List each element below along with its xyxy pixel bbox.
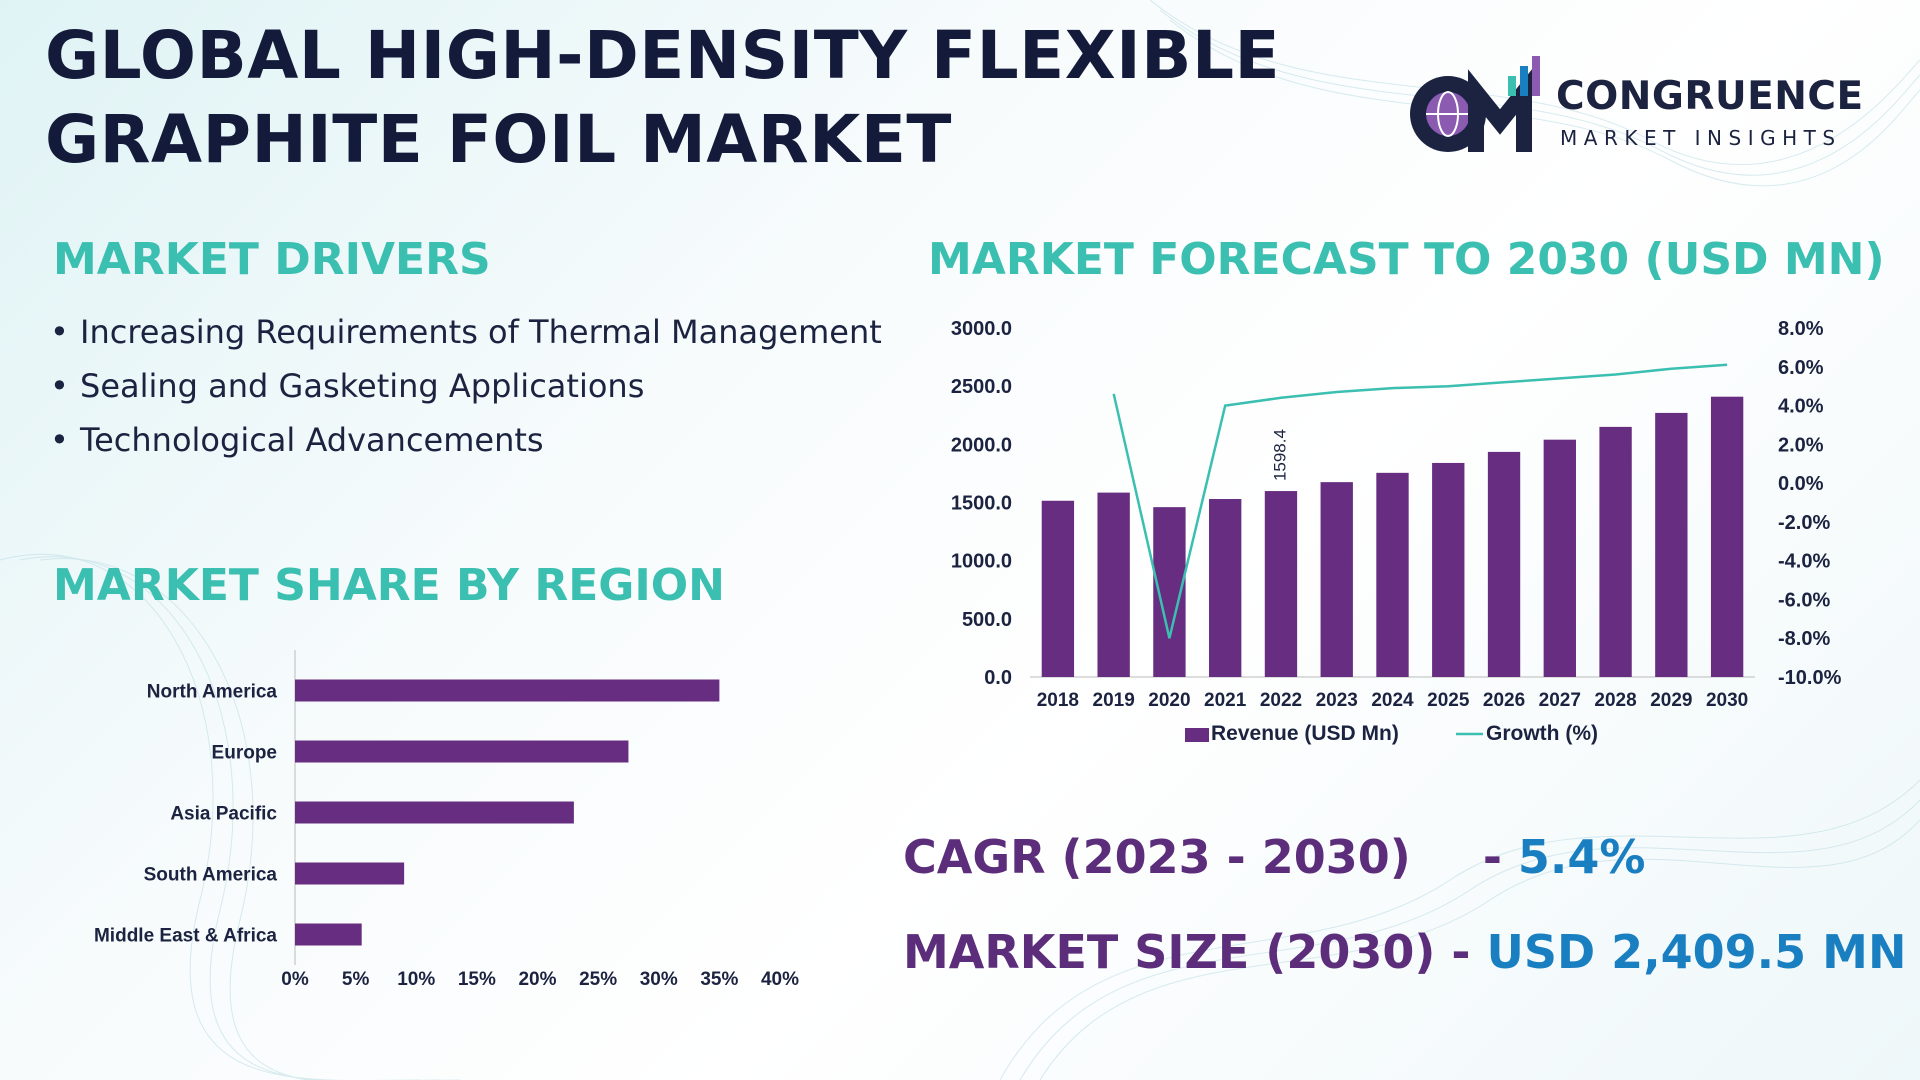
data-label: 1598.4 [1270,429,1289,481]
title-line-1: GLOBAL HIGH-DENSITY FLEXIBLE [45,17,1281,94]
x-tick-label: 25% [579,969,617,990]
legend-label-revenue: Revenue (USD Mn) [1211,722,1399,745]
x-tick-label: 2026 [1483,690,1525,711]
x-tick-label: 2023 [1316,690,1358,711]
bar [295,801,574,824]
x-tick-label: 2021 [1204,690,1247,711]
x-tick-label: 2027 [1539,690,1581,711]
bar [1655,412,1688,677]
cagr-label: CAGR (2023 - 2030) [903,830,1411,884]
category-label: North America [147,682,278,703]
y-tick-label: 3000.0 [951,318,1012,340]
x-tick-label: 2024 [1371,690,1414,711]
y-tick-label: 1500.0 [951,493,1012,515]
bar [1097,492,1130,677]
x-tick-label: 15% [458,969,496,990]
bar [1432,462,1465,677]
category-label: South America [144,865,278,886]
category-label: Europe [212,743,277,764]
region-share-chart: North America Europe Asia Pacific South Ame… [94,650,799,990]
bar [1487,451,1521,677]
market-size-sep: - [1451,925,1471,979]
x-tick-label: 2025 [1427,690,1470,711]
legend-label-growth: Growth (%) [1486,722,1598,745]
bar [1376,472,1409,677]
company-logo: CONGRUENCE MARKET INSIGHTS [1400,52,1870,162]
y-tick-label: 0.0 [984,667,1012,689]
x-tick-label: 40% [761,969,799,990]
cagr-stat: CAGR (2023 - 2030) - 5.4% [903,830,1646,884]
y2-tick-label: 6.0% [1778,357,1824,379]
drivers-list: • Increasing Requirements of Thermal Mana… [50,305,882,467]
bar [295,740,629,763]
bar [295,679,720,702]
y2-tick-label: -2.0% [1778,512,1830,534]
x-tick-label: 2028 [1594,690,1636,711]
y-tick-label: 2500.0 [951,376,1012,398]
logo-name: CONGRUENCE [1556,74,1864,119]
cagr-value: 5.4% [1517,830,1646,884]
list-item: • Increasing Requirements of Thermal Mana… [50,313,882,351]
logo-tagline: MARKET INSIGHTS [1560,126,1842,150]
x-tick-label: 35% [700,969,738,990]
y2-tick-label: 4.0% [1778,396,1824,418]
x-tick-label: 10% [397,969,435,990]
title-line-2: GRAPHITE FOIL MARKET [45,101,952,178]
category-label: Asia Pacific [170,804,277,825]
page-title: GLOBAL HIGH-DENSITY FLEXIBLE GRAPHITE FO… [45,14,1280,182]
y2-tick-label: -10.0% [1778,667,1842,689]
y2-tick-label: -8.0% [1778,628,1830,650]
drivers-heading: MARKET DRIVERS [53,234,491,285]
list-item: • Sealing and Gasketing Applications [50,367,645,405]
forecast-chart: 0.0 500.0 1000.0 1500.0 2000.0 2500.0 3000.0 -1… [951,318,1842,745]
y2-tick-label: -6.0% [1778,589,1830,611]
category-label: Middle East & Africa [94,926,277,947]
bar [1264,491,1298,677]
market-size-stat: MARKET SIZE (2030) - USD 2,409.5 MN [903,925,1906,979]
growth-line [1112,363,1728,639]
market-size-value: USD 2,409.5 MN [1486,925,1907,979]
bar [1710,396,1744,677]
bar [295,862,405,885]
x-tick-label: 2022 [1260,690,1302,711]
x-tick-label: 2029 [1650,690,1692,711]
y-tick-label: 1000.0 [951,551,1012,573]
bar [1320,482,1353,677]
bar [1209,499,1242,677]
cm-globe-bars-logo-icon [1410,56,1540,152]
x-tick-label: 2019 [1093,690,1135,711]
list-item: • Technological Advancements [50,421,544,459]
y2-tick-label: 8.0% [1778,318,1824,340]
x-tick-label: 2030 [1706,690,1748,711]
y-tick-label: 500.0 [962,609,1012,631]
y2-tick-label: 2.0% [1778,434,1824,456]
bar [1041,500,1075,677]
x-tick-label: 30% [640,969,678,990]
y2-tick-label: 0.0% [1778,473,1824,495]
region-heading: MARKET SHARE BY REGION [53,560,725,611]
market-size-label: MARKET SIZE (2030) [903,925,1436,979]
x-tick-label: 20% [518,969,556,990]
x-tick-label: 2018 [1037,690,1079,711]
bar [295,923,362,946]
y2-tick-label: -4.0% [1778,551,1830,573]
legend-swatch-revenue [1185,728,1209,742]
x-tick-label: 0% [281,969,309,990]
bar [1543,439,1576,677]
y-tick-label: 2000.0 [951,434,1012,456]
forecast-heading: MARKET FORECAST TO 2030 (USD MN) [928,234,1885,285]
bar [1599,426,1632,677]
cagr-sep: - [1482,830,1502,884]
x-tick-label: 5% [342,969,370,990]
x-tick-label: 2020 [1148,690,1190,711]
